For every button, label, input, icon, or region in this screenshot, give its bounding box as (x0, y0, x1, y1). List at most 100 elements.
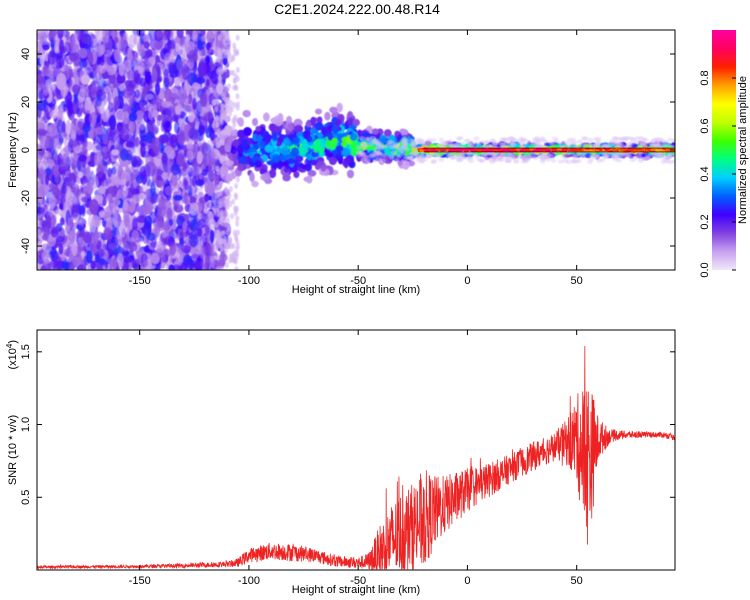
heatmap-cell (189, 196, 197, 205)
heatmap-cell (61, 260, 70, 270)
heatmap-cell (133, 193, 144, 202)
heatmap-cell (219, 245, 224, 252)
heatmap-cell (162, 221, 171, 231)
heatmap-cell (167, 61, 176, 74)
heatmap-cell (197, 218, 207, 229)
heatmap-cell (69, 93, 77, 107)
heatmap-cell (41, 65, 50, 76)
heatmap-cell (106, 220, 112, 232)
heatmap-cell (64, 181, 74, 188)
heatmap-cell (106, 193, 113, 204)
heatmap-cell (105, 78, 110, 88)
heatmap-cell (233, 207, 238, 214)
heatmap-cell (78, 59, 88, 69)
heatmap-cell (223, 247, 228, 254)
heatmap-cell (142, 204, 152, 215)
heatmap-cell (223, 41, 228, 48)
heatmap-cell (43, 88, 49, 96)
heatmap-cell (152, 109, 159, 118)
heatmap-cell (132, 119, 140, 136)
heatmap-cell (118, 62, 125, 76)
heatmap-cell (71, 159, 78, 170)
heatmap-cell (123, 59, 132, 71)
heatmap-cell (83, 255, 89, 267)
heatmap-cell (114, 36, 119, 44)
heatmap-cell (142, 84, 148, 96)
heatmap-cell (199, 91, 208, 108)
heatmap-cell (231, 117, 236, 124)
heatmap-cell (163, 68, 169, 83)
heatmap-cell (216, 47, 221, 54)
heatmap-cell (154, 81, 161, 96)
heatmap-cell (164, 88, 172, 102)
heatmap-cell (182, 221, 187, 233)
heatmap-cell (78, 89, 89, 102)
heatmap-cell (132, 263, 141, 270)
heatmap-cell (233, 84, 238, 91)
heatmap-cell (116, 73, 126, 85)
heatmap-cell (159, 134, 168, 144)
heatmap-cell (135, 202, 140, 213)
heatmap-cell (65, 35, 74, 52)
heatmap-cell (233, 192, 238, 199)
heatmap-cell (80, 30, 89, 37)
heatmap-cell (58, 243, 64, 255)
heatmap-cell (45, 207, 51, 216)
heatmap-cell (157, 249, 166, 259)
heatmap-cell (56, 72, 67, 89)
heatmap-cell (95, 253, 101, 262)
heatmap-cell (196, 191, 205, 208)
heatmap-cell (176, 58, 184, 71)
heatmap-cell (138, 120, 145, 131)
heatmap-cell (139, 165, 147, 180)
heatmap-cell (261, 154, 269, 162)
heatmap-cell (67, 217, 74, 229)
heatmap-cell (37, 121, 45, 132)
heatmap-cell (49, 30, 57, 38)
heatmap-cell (76, 107, 83, 116)
heatmap-cell (109, 67, 115, 76)
heatmap-cell (59, 148, 69, 161)
heatmap-cell (220, 267, 225, 270)
heatmap-cell (146, 120, 156, 130)
heatmap-cell (147, 232, 156, 242)
heatmap-cell (216, 142, 221, 149)
heatmap-cell (61, 183, 67, 195)
heatmap-cell (168, 264, 175, 270)
heatmap-cell (228, 237, 233, 244)
heatmap-cell (224, 186, 228, 193)
heatmap-cell (263, 112, 270, 122)
heatmap-cell (105, 49, 112, 58)
heatmap-cell (161, 152, 168, 165)
heatmap-cell (37, 228, 42, 238)
heatmap-cell (37, 75, 46, 84)
heatmap-cell (59, 217, 65, 226)
heatmap-cell (216, 266, 221, 270)
heatmap-cell (77, 118, 88, 131)
heatmap-cell (42, 242, 52, 254)
heatmap-cell (83, 183, 93, 199)
heatmap-cell (183, 104, 192, 112)
heatmap-cell (235, 93, 240, 100)
heatmap-cell (189, 170, 197, 186)
heatmap-cell (217, 128, 221, 134)
heatmap-cell (163, 120, 172, 133)
heatmap-cell (161, 100, 171, 108)
heatmap-cell (132, 156, 142, 168)
heatmap-cell (77, 224, 83, 232)
heatmap-cell (144, 68, 151, 84)
heatmap-cell (59, 103, 65, 112)
heatmap-cell (209, 127, 215, 142)
heatmap-cell (177, 180, 184, 196)
heatmap-cell (77, 172, 84, 178)
heatmap-cell (188, 127, 198, 141)
heatmap-cell (150, 181, 156, 197)
heatmap-cell (123, 256, 133, 263)
heatmap-cell (120, 171, 131, 182)
heatmap-cell (71, 243, 78, 256)
heatmap-cell (90, 174, 99, 190)
heatmap-cell (95, 95, 103, 107)
heatmap-cell (209, 255, 216, 268)
heatmap-cell (108, 242, 117, 250)
